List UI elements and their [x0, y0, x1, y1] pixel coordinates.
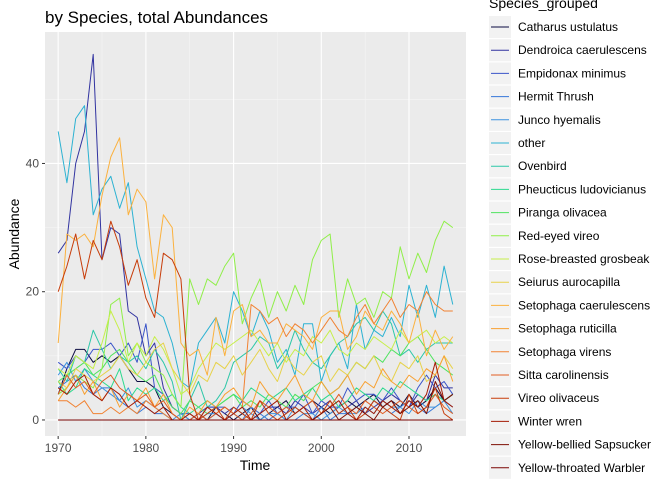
series-line-10 — [57, 220, 454, 408]
series-line-9 — [57, 336, 454, 415]
legend-label: Rose-breasted grosbeak — [518, 252, 650, 266]
legend-label: Setophaga caerulescens — [518, 298, 650, 312]
legend-label: Setophaga ruticilla — [518, 322, 617, 336]
series-line-13 — [57, 137, 454, 376]
legend-label: Dendroica caerulescens — [518, 43, 647, 57]
series-line-11 — [57, 310, 454, 395]
series-line-12 — [57, 342, 454, 395]
series-line-15 — [58, 291, 453, 421]
x-tick-label: 1990 — [220, 441, 247, 455]
x-axis-ticks: 1970 1980 1990 2000 2010 — [45, 436, 423, 455]
series-lines — [57, 53, 454, 421]
series-line-17 — [57, 220, 454, 421]
legend-title: Species_grouped — [489, 0, 598, 11]
legend-label: Pheucticus ludovicianus — [518, 182, 646, 196]
chart-title: by Species, total Abundances — [45, 8, 268, 27]
x-tick-label: 2000 — [308, 441, 335, 455]
series-line-7 — [57, 310, 453, 421]
y-axis-title: Abundance — [6, 198, 22, 269]
legend-label: Setophaga virens — [518, 345, 611, 359]
legend-label: Yellow-bellied Sapsucker — [518, 438, 651, 452]
legend-label: Yellow-throated Warbler — [518, 461, 645, 475]
y-tick-label: 20 — [26, 285, 40, 299]
legend-label: Sitta carolinensis — [518, 368, 609, 382]
legend-label: Red-eyed vireo — [518, 229, 600, 243]
legend-label: Catharus ustulatus — [518, 20, 618, 34]
legend-label: Ovenbird — [518, 159, 567, 173]
legend-label: other — [518, 136, 545, 150]
legend-label: Empidonax minimus — [518, 66, 626, 80]
legend-label: Seiurus aurocapilla — [518, 275, 620, 289]
legend-label: Hermit Thrush — [518, 90, 594, 104]
minor-gridlines — [45, 32, 466, 436]
y-axis-ticks: 0 20 40 — [26, 156, 45, 427]
legend: Species_grouped Catharus ustulatus Dendro… — [489, 0, 651, 479]
y-tick-label: 0 — [32, 413, 39, 427]
legend-label: Piranga olivacea — [518, 206, 607, 220]
series-line-6 — [57, 105, 454, 389]
legend-label: Vireo olivaceus — [518, 391, 599, 405]
x-tick-label: 1970 — [45, 441, 72, 455]
x-axis-title: Time — [240, 457, 271, 473]
series-line-8 — [57, 368, 454, 415]
y-tick-label: 40 — [26, 156, 40, 170]
legend-label: Junco hyemalis — [518, 113, 601, 127]
x-tick-label: 2010 — [396, 441, 423, 455]
legend-label: Winter wren — [518, 414, 582, 428]
x-tick-label: 1980 — [133, 441, 160, 455]
